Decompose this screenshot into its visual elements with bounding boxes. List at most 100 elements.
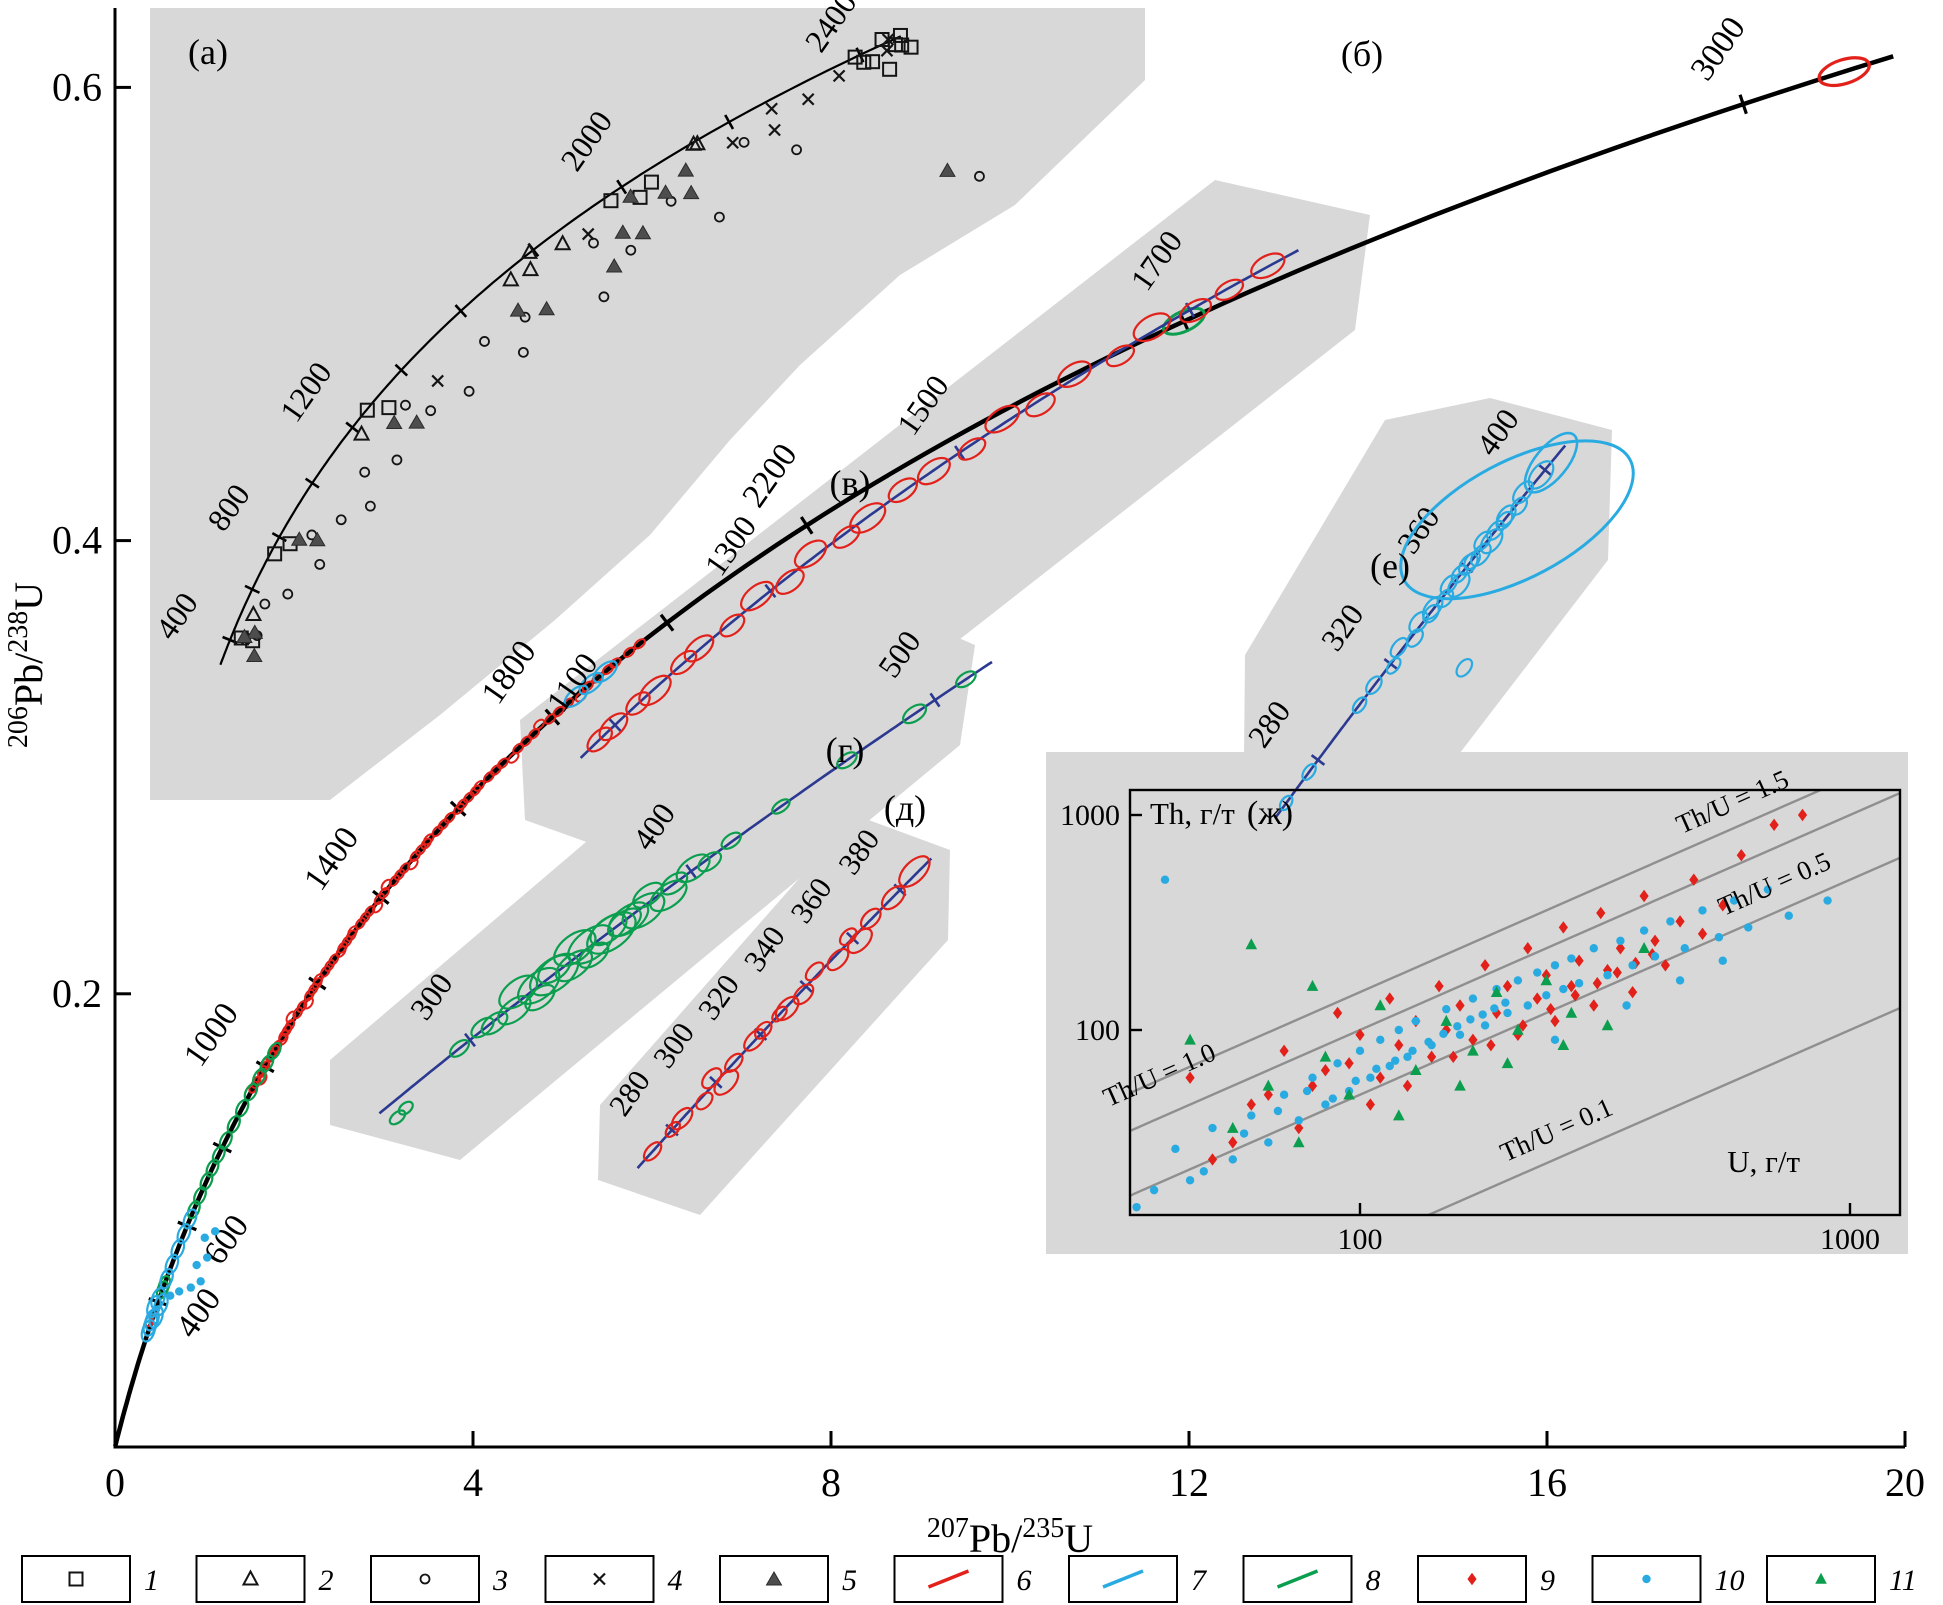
open-circle-marker	[519, 311, 531, 323]
dot-marker	[1160, 875, 1170, 884]
markers-ellipse	[140, 1287, 169, 1343]
dot-marker	[1171, 1144, 1180, 1154]
error-ellipse	[774, 995, 800, 1022]
age-tick	[764, 583, 777, 599]
filled-triangle-marker	[236, 628, 253, 643]
tiny-error-ellipse	[489, 764, 502, 776]
error-ellipse	[1057, 360, 1092, 389]
panel-letter: (ж)	[1247, 795, 1293, 832]
error-ellipse	[1214, 278, 1245, 302]
age-tick	[799, 979, 813, 993]
open-circle-marker	[714, 211, 725, 223]
error-ellipse	[740, 580, 775, 612]
open-square-marker	[359, 402, 375, 418]
dot-marker	[1628, 961, 1637, 970]
diamond-marker	[1570, 989, 1580, 1002]
triangle-marker	[1467, 1044, 1479, 1056]
error-ellipse	[898, 855, 931, 888]
error-ellipse	[251, 1067, 267, 1087]
x-cross-marker	[801, 92, 815, 106]
x-cross-marker	[832, 69, 846, 83]
markers-x-cross	[431, 33, 895, 388]
error-ellipse	[743, 1028, 766, 1052]
triangle-marker	[1565, 1006, 1578, 1018]
error-ellipse	[880, 885, 906, 911]
filled-triangle-marker	[614, 224, 632, 239]
triangle-marker	[1557, 1038, 1570, 1050]
dot-marker	[196, 1277, 205, 1286]
open-circle-marker	[598, 291, 610, 303]
age-label: 1000	[177, 996, 246, 1073]
tiny-error-ellipse	[496, 757, 509, 770]
diamond-marker	[1612, 966, 1622, 979]
error-ellipse	[1485, 519, 1505, 541]
age-tick	[608, 718, 622, 732]
tiny-error-ellipse	[373, 892, 386, 906]
open-circle-marker	[425, 405, 437, 417]
triangle-marker	[1392, 1109, 1405, 1121]
legend-item-number: 8	[1366, 1564, 1381, 1597]
legend-item-5: 5	[719, 1555, 857, 1603]
triangle-marker	[1374, 999, 1387, 1011]
open-triangle-marker	[520, 242, 539, 259]
error-ellipse	[754, 1020, 773, 1040]
open-square-marker	[887, 37, 903, 53]
error-ellipse	[388, 1109, 407, 1126]
panel-letter: (г)	[826, 730, 865, 770]
open-triangle-marker	[244, 604, 263, 622]
diamond-marker	[1468, 1033, 1478, 1047]
panel-e-region	[1243, 398, 1612, 868]
filled-triangle-marker	[408, 414, 426, 429]
legend-item-number: 3	[492, 1564, 508, 1597]
x-cross-marker	[768, 123, 781, 137]
inset-frame	[1128, 788, 1902, 1217]
error-ellipse	[859, 907, 882, 930]
tiny-error-ellipse	[281, 1023, 293, 1037]
age-tick	[799, 516, 814, 535]
error-ellipse	[586, 911, 637, 955]
error-ellipse	[955, 670, 977, 689]
dot-marker	[1616, 936, 1625, 945]
triangle-marker	[1262, 1079, 1275, 1091]
legend-item-number: 6	[1017, 1564, 1032, 1597]
tiny-error-ellipse	[453, 802, 465, 815]
filled-triangle-marker	[765, 1570, 783, 1586]
diamond-marker	[1228, 1136, 1238, 1149]
x-axis-tick-label: 16	[1527, 1460, 1567, 1505]
thu-ratio-line	[1425, 1006, 1900, 1215]
legend-item-10: 10	[1591, 1555, 1745, 1603]
tiny-error-ellipse	[292, 1006, 304, 1020]
markers-ellipse	[155, 1041, 282, 1300]
tiny-error-ellipse	[431, 825, 444, 838]
age-tick	[1383, 658, 1398, 670]
open-triangle-marker	[553, 234, 572, 251]
age-tick	[244, 584, 261, 594]
open-square-marker	[643, 174, 659, 190]
legend-symbol-box	[370, 1555, 480, 1603]
y-axis-tick-label: 0.2	[52, 971, 102, 1016]
dot-marker	[1513, 976, 1523, 985]
diamond-marker	[1592, 977, 1602, 990]
dot-marker	[1480, 1021, 1490, 1030]
age-tick	[464, 1032, 476, 1048]
open-circle-marker	[463, 385, 475, 397]
dot-marker	[1199, 1167, 1209, 1176]
error-ellipse	[916, 456, 951, 486]
triangle-marker	[1226, 1121, 1239, 1133]
diamond-marker	[1697, 927, 1708, 941]
open-square-marker	[903, 39, 919, 55]
dot-marker	[1523, 1001, 1532, 1010]
dot-marker	[1239, 1129, 1249, 1138]
dot-marker	[1294, 1116, 1303, 1125]
dot-marker	[1247, 1111, 1256, 1120]
error-ellipse	[719, 613, 746, 638]
diamond-marker	[1385, 992, 1395, 1005]
diamond-marker	[1615, 942, 1626, 955]
error-ellipse	[724, 1052, 744, 1073]
filled-triangle-marker	[634, 224, 652, 240]
inset-x-tick-label: 1000	[1820, 1223, 1880, 1256]
open-circle-marker	[479, 336, 490, 347]
dot-marker	[1279, 1090, 1289, 1099]
dot-marker	[1208, 1123, 1217, 1133]
diamond-marker	[1185, 1071, 1195, 1084]
